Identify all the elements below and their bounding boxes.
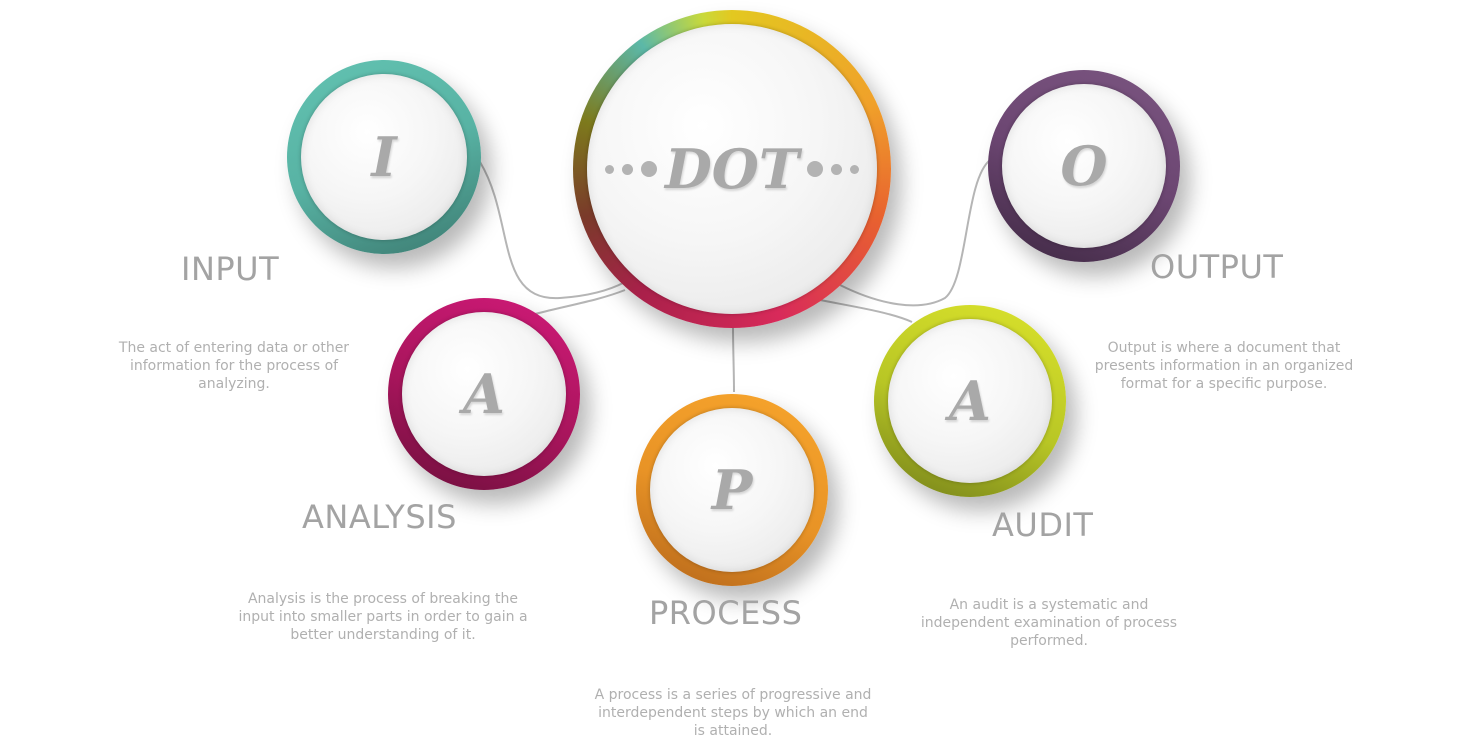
hub-title: DOT bbox=[604, 137, 860, 201]
connector-analysis bbox=[534, 289, 626, 315]
output-face: O bbox=[1002, 84, 1166, 248]
process-circle: P bbox=[636, 394, 828, 586]
process-face: P bbox=[650, 408, 814, 572]
connector-process bbox=[732, 324, 735, 393]
output-heading: OUTPUT bbox=[1150, 248, 1284, 286]
audit-heading: AUDIT bbox=[992, 506, 1094, 544]
process-heading: PROCESS bbox=[649, 594, 803, 632]
hub-dot-icon bbox=[831, 163, 843, 175]
hub-dot-icon bbox=[807, 161, 824, 177]
output-letter: O bbox=[1060, 134, 1108, 198]
hub-circle: DOT bbox=[573, 10, 891, 328]
analysis-heading: ANALYSIS bbox=[302, 498, 457, 536]
input-description: The act of entering data or other inform… bbox=[118, 340, 350, 392]
hub-dot-icon bbox=[621, 163, 633, 175]
analysis-description: Analysis is the process of breaking the … bbox=[238, 591, 528, 643]
hub-word: DOT bbox=[664, 137, 800, 201]
process-letter: P bbox=[711, 458, 753, 522]
input-heading: INPUT bbox=[181, 250, 280, 288]
output-circle: O bbox=[988, 70, 1180, 262]
hub-dot-icon bbox=[640, 161, 657, 177]
output-description: Output is where a document that presents… bbox=[1094, 340, 1354, 392]
process-description: A process is a series of progressive and… bbox=[594, 687, 872, 739]
audit-face: A bbox=[888, 319, 1052, 483]
connector-output bbox=[839, 159, 991, 307]
analysis-circle: A bbox=[388, 298, 580, 490]
hub-dot-icon bbox=[850, 164, 860, 174]
audit-circle: A bbox=[874, 305, 1066, 497]
audit-description: An audit is a systematic and independent… bbox=[920, 597, 1178, 649]
input-circle: I bbox=[287, 60, 481, 254]
audit-letter: A bbox=[949, 369, 991, 433]
analysis-face: A bbox=[402, 312, 566, 476]
input-face: I bbox=[301, 74, 467, 240]
analysis-letter: A bbox=[463, 362, 505, 426]
connector-audit bbox=[819, 299, 913, 323]
hub-dot-icon bbox=[604, 164, 614, 174]
connector-input bbox=[479, 161, 626, 300]
input-letter: I bbox=[371, 125, 397, 189]
hub-face: DOT bbox=[587, 24, 877, 314]
